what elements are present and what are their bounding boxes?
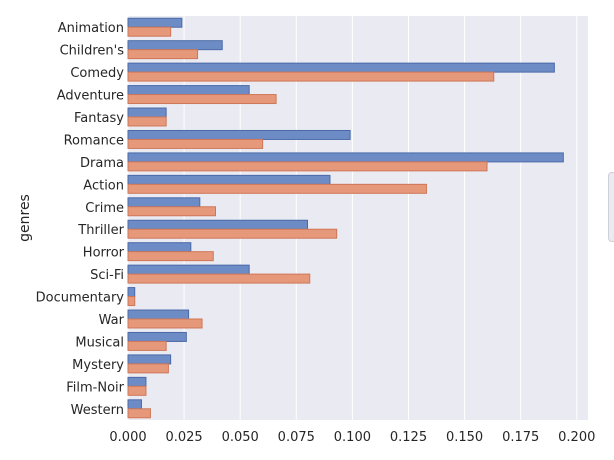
bar-series2	[127, 296, 136, 307]
bar-series1	[127, 197, 201, 208]
y-tick-label: Musical	[75, 335, 124, 350]
x-tick-label: 0.050	[222, 430, 259, 445]
bar-series1	[127, 309, 190, 320]
y-tick-label: Adventure	[57, 89, 124, 104]
bar-series1	[127, 354, 172, 365]
y-tick-label: War	[99, 313, 125, 328]
bar-series2	[127, 94, 277, 105]
bar-series1	[127, 85, 250, 96]
y-tick-label: Documentary	[36, 291, 125, 306]
y-tick-label: Horror	[83, 246, 125, 261]
bar-series2	[127, 363, 169, 374]
y-tick-label: Western	[71, 403, 124, 418]
x-tick-label: 0.000	[109, 430, 146, 445]
bar-series2	[127, 116, 167, 127]
bar-series1	[127, 331, 187, 342]
bar-series1	[127, 399, 142, 410]
bar-series1	[127, 219, 309, 230]
x-tick-label: 0.100	[334, 430, 371, 445]
bar-series1	[127, 174, 331, 185]
bar-series2	[127, 26, 172, 37]
y-tick-label: Crime	[85, 201, 124, 216]
y-tick-labels: Animation Children's Comedy Adventure Fantas…	[36, 21, 125, 418]
bar-series1	[127, 107, 167, 118]
x-tick-label: 0.200	[558, 430, 595, 445]
bar-series1	[127, 287, 136, 298]
bar-series2	[127, 273, 311, 284]
x-tick-label: 0.150	[446, 430, 483, 445]
x-tick-labels: 0.000 0.025 0.050 0.075 0.100 0.125 0.150 0.175…	[109, 430, 595, 445]
y-tick-label: Action	[83, 178, 124, 193]
y-tick-label: Film-Noir	[66, 380, 124, 395]
bar-series2	[127, 340, 167, 351]
bar-series1	[127, 62, 555, 73]
plot-area	[128, 16, 588, 420]
bar-series2	[127, 228, 338, 239]
bar-series1	[127, 376, 147, 387]
bar-series2	[127, 385, 147, 396]
x-tick-label: 0.175	[502, 430, 539, 445]
grid-lines	[127, 16, 578, 420]
y-tick-label: Sci-Fi	[90, 268, 124, 283]
bar-series1	[127, 17, 183, 28]
x-tick-label: 0.025	[165, 430, 202, 445]
bar-series1	[127, 152, 564, 163]
bars	[127, 17, 564, 419]
bar-series2	[127, 251, 214, 262]
y-tick-label: Drama	[80, 156, 124, 171]
legend-box	[608, 172, 614, 242]
bar-series1	[127, 40, 223, 51]
bar-series2	[127, 138, 264, 149]
bar-series2	[127, 161, 488, 172]
x-tick-label: 0.075	[278, 430, 315, 445]
y-axis-label: genres	[17, 194, 33, 242]
bar-series2	[127, 206, 217, 217]
y-tick-label: Thriller	[77, 223, 124, 238]
bar-series1	[127, 264, 250, 275]
bar-series2	[127, 318, 203, 329]
y-tick-label: Children's	[60, 44, 125, 59]
bar-series1	[127, 242, 192, 253]
y-tick-label: Animation	[58, 21, 124, 36]
bar-series1	[127, 129, 351, 140]
y-tick-label: Mystery	[72, 358, 124, 373]
bar-series2	[127, 408, 151, 419]
bar-series2	[127, 71, 495, 82]
y-tick-label: Romance	[64, 133, 124, 148]
bar-series2	[127, 49, 199, 60]
y-tick-label: Comedy	[70, 66, 124, 81]
x-tick-label: 0.125	[390, 430, 427, 445]
bar-series2	[127, 183, 427, 194]
y-tick-label: Fantasy	[74, 111, 124, 126]
